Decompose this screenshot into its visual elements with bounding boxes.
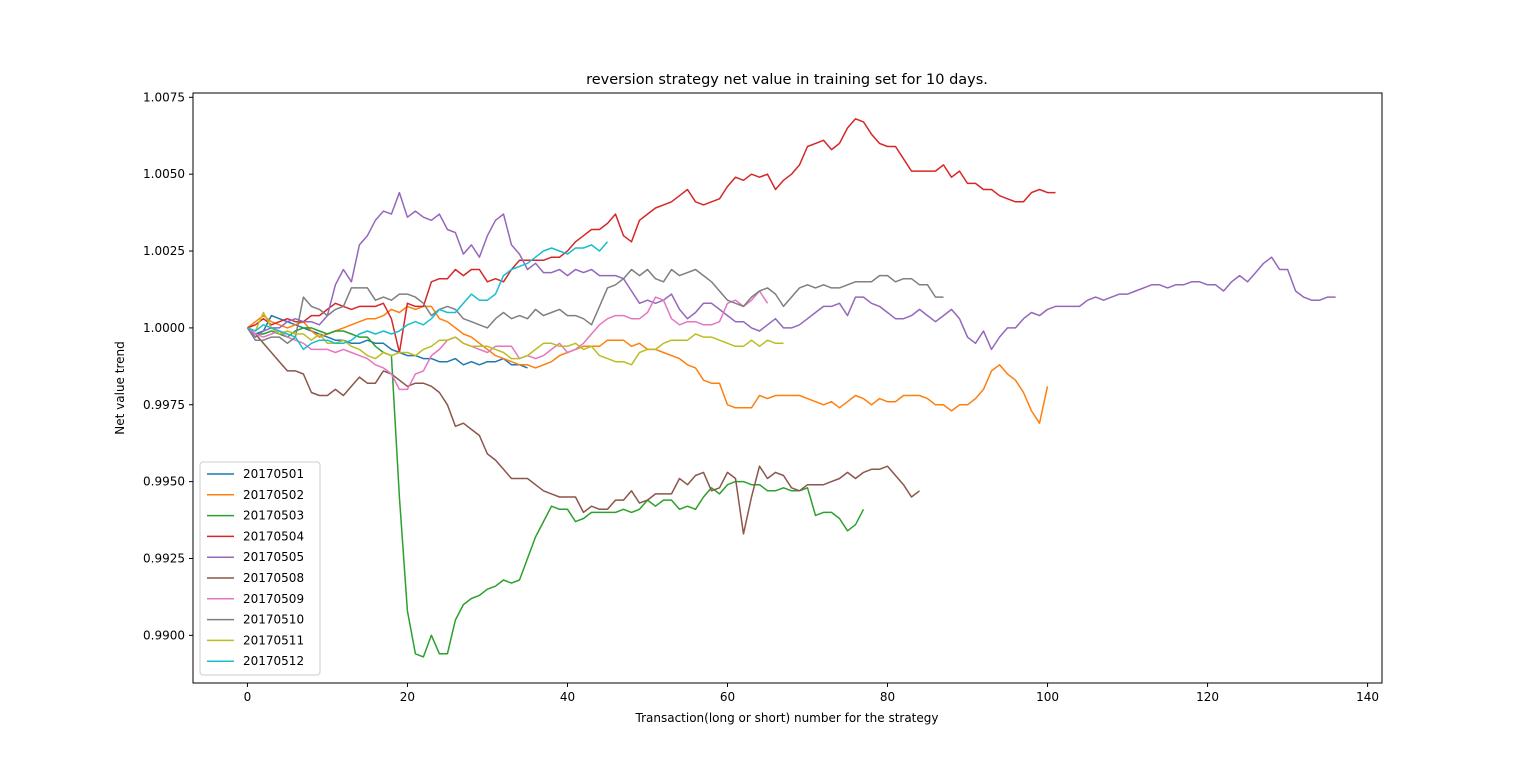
series-line-20170501 — [246, 314, 528, 369]
series-line-20170505 — [246, 191, 1336, 351]
x-tick-label: 60 — [720, 690, 735, 704]
y-tick-label: 0.9925 — [143, 551, 185, 565]
x-tick-label: 120 — [1196, 690, 1219, 704]
legend-label: 20170510 — [243, 613, 304, 627]
y-tick-label: 1.0025 — [143, 244, 185, 258]
legend-label: 20170503 — [243, 509, 304, 523]
y-tick-label: 1.0000 — [143, 321, 185, 335]
legend-label: 20170508 — [243, 571, 304, 585]
series-line-20170504 — [247, 118, 1056, 354]
legend-label: 20170509 — [243, 592, 304, 606]
series-layer — [246, 118, 1336, 658]
x-tick-label: 80 — [880, 690, 895, 704]
x-tick-label: 40 — [560, 690, 575, 704]
x-tick-label: 0 — [244, 690, 252, 704]
y-tick-label: 1.0075 — [143, 90, 185, 104]
legend-label: 20170511 — [243, 633, 304, 647]
legend-label: 20170501 — [243, 467, 304, 481]
x-axis: 0 20 40 60 80 100 120 140 — [244, 683, 1379, 704]
legend: 20170501 20170502 20170503 20170504 20170505… — [199, 461, 321, 676]
y-tick-label: 0.9975 — [143, 398, 185, 412]
y-axis-title: Net value trend — [113, 341, 127, 434]
series-line-20170510 — [246, 268, 944, 345]
y-axis: 0.9900 0.9925 0.9950 0.9975 1.0000 1.0025 1.00… — [143, 90, 193, 642]
legend-label: 20170502 — [243, 488, 304, 502]
y-tick-label: 0.9900 — [143, 628, 185, 642]
legend-label: 20170505 — [243, 550, 304, 564]
x-tick-label: 20 — [400, 690, 415, 704]
y-tick-label: 0.9950 — [143, 475, 185, 489]
y-tick-label: 1.0050 — [143, 167, 185, 181]
series-line-20170508 — [246, 327, 920, 535]
x-tick-label: 140 — [1356, 690, 1379, 704]
series-line-20170503 — [246, 327, 865, 658]
legend-label: 20170512 — [243, 654, 304, 668]
legend-label: 20170504 — [243, 529, 304, 543]
series-line-20170509 — [246, 290, 769, 391]
series-line-20170512 — [247, 241, 609, 351]
chart-title: reversion strategy net value in training… — [586, 72, 988, 88]
x-tick-label: 100 — [1036, 690, 1059, 704]
plot-frame — [192, 92, 1383, 684]
x-axis-title: Transaction(long or short) number for th… — [635, 711, 939, 725]
